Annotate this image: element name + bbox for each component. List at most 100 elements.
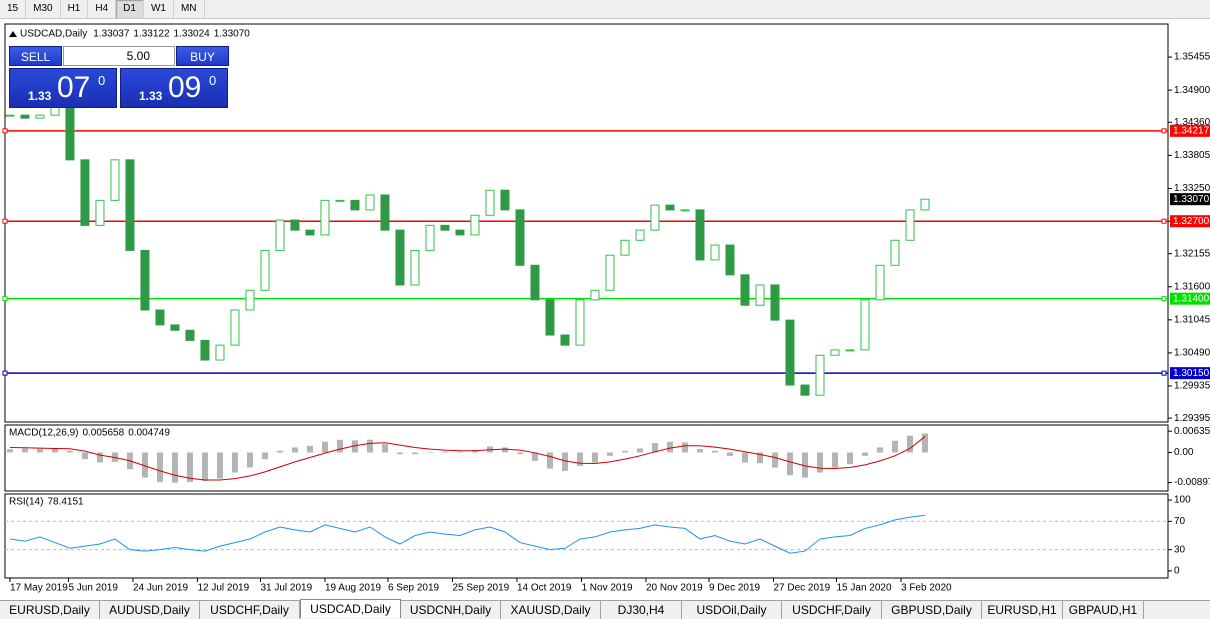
sell-price[interactable]: 1.33 07 0 <box>9 68 117 108</box>
x-tick-label: 31 Jul 2019 <box>260 583 312 594</box>
macd-bar <box>786 452 793 476</box>
macd-bar <box>831 452 838 468</box>
indicator-value: 78.4151 <box>47 497 84 508</box>
ohlc-value: 1.33122 <box>133 29 170 40</box>
macd-bar <box>171 452 178 483</box>
indicator-name: MACD(12,26,9) <box>9 428 78 439</box>
x-tick-label: 9 Dec 2019 <box>709 583 761 594</box>
indicator-value: 0.004749 <box>128 428 170 439</box>
candle <box>170 324 180 331</box>
pips: 09 <box>168 71 202 104</box>
symbol-title: USDCAD,Daily <box>20 29 87 40</box>
candle <box>305 229 315 236</box>
y-tick-label: 1.34360 <box>1174 117 1210 128</box>
macd-bar <box>516 452 523 455</box>
candle <box>380 194 390 231</box>
macd-bar <box>546 452 553 469</box>
big-figure: 1.33 <box>28 89 52 103</box>
macd-bar <box>726 452 733 456</box>
chart-tab[interactable]: EURUSD,H1 <box>982 601 1063 619</box>
x-tick-label: 6 Sep 2019 <box>388 583 440 594</box>
x-tick-label: 14 Oct 2019 <box>517 583 572 594</box>
macd-bar <box>426 451 433 453</box>
timeframe-button[interactable]: 15 <box>0 0 27 18</box>
macd-bar <box>231 452 238 473</box>
x-tick-label: 5 Jun 2019 <box>68 583 118 594</box>
y-tick-label: 0 <box>1174 566 1180 577</box>
chart-tab[interactable]: GBPUSD,Daily <box>882 601 982 619</box>
timeframe-button[interactable]: H4 <box>88 0 117 18</box>
y-tick-label: 1.30490 <box>1174 348 1210 359</box>
candle <box>650 204 660 231</box>
ohlc-value: 1.33024 <box>174 29 211 40</box>
candle <box>5 114 15 117</box>
y-tick-label: 1.29935 <box>1174 381 1210 392</box>
y-tick-label: 1.31045 <box>1174 314 1210 325</box>
candle <box>335 199 345 202</box>
chart-tab[interactable]: DJ30,H4 <box>601 601 682 619</box>
chart-tab[interactable]: USDCNH,Daily <box>401 601 501 619</box>
y-tick-label: 0.006355 <box>1174 426 1210 437</box>
macd-bar <box>816 452 823 473</box>
chart-tab[interactable]: USDCHF,Daily <box>782 601 882 619</box>
candle <box>500 189 510 211</box>
timeframe-button[interactable]: M30 <box>26 0 61 18</box>
macd-bar <box>576 452 583 466</box>
level-label: 1.32700 <box>1173 216 1210 227</box>
macd-bar <box>306 445 313 453</box>
chart-tab[interactable]: XAUUSD,Daily <box>501 601 601 619</box>
candle <box>665 204 675 211</box>
level-handle <box>1161 296 1167 302</box>
macd-bar <box>81 452 88 460</box>
chart-tab[interactable]: USDOil,Daily <box>682 601 782 619</box>
timeframe-button[interactable]: MN <box>174 0 205 18</box>
macd-bar <box>711 450 718 453</box>
x-tick-label: 20 Nov 2019 <box>646 583 703 594</box>
last-price-box <box>1170 193 1210 206</box>
buy-button[interactable]: BUY <box>176 46 229 66</box>
timeframe-button[interactable]: W1 <box>144 0 174 18</box>
timeframe-button[interactable]: D1 <box>116 0 144 18</box>
y-tick-label: 1.29395 <box>1174 413 1210 424</box>
x-tick-label: 3 Feb 2020 <box>901 583 952 594</box>
buy-price[interactable]: 1.33 09 0 <box>120 68 228 108</box>
candle <box>320 199 330 236</box>
candle <box>350 199 360 211</box>
macd-bar <box>336 439 343 453</box>
lot-input[interactable]: 5.00 <box>63 46 175 66</box>
sell-button[interactable]: SELL <box>9 46 62 66</box>
chart-tab[interactable]: USDCAD,Daily <box>300 599 401 618</box>
candle <box>200 339 210 361</box>
macd-bar <box>411 452 418 455</box>
candle <box>140 249 150 311</box>
macd-bar <box>96 452 103 463</box>
chart-tab[interactable]: AUDUSD,Daily <box>100 601 200 619</box>
rsi-line <box>9 514 926 554</box>
level-handle <box>2 218 8 224</box>
timeframe-toolbar: 15 M30 H1 H4 D1 W1 MN <box>0 0 1210 19</box>
level-label-box <box>1170 292 1210 305</box>
macd-bar <box>246 452 253 468</box>
macd-bar <box>921 433 928 453</box>
level-handle <box>2 128 8 134</box>
macd-bar <box>321 441 328 453</box>
macd-bar <box>891 440 898 453</box>
macd-bar <box>366 439 373 453</box>
macd-bar <box>456 451 463 453</box>
chart-tab[interactable]: EURUSD,Daily <box>0 601 100 619</box>
chart-tab[interactable]: GBPAUD,H1 <box>1063 601 1144 619</box>
candle <box>635 229 645 241</box>
macd-bar <box>36 448 43 453</box>
big-figure: 1.33 <box>139 89 163 103</box>
candle <box>35 114 45 119</box>
candle <box>905 209 915 241</box>
timeframe-button[interactable]: H1 <box>61 0 89 18</box>
chart-tab[interactable]: USDCHF,Daily <box>200 601 300 619</box>
indicator-name: RSI(14) <box>9 497 43 508</box>
macd-bar <box>861 452 868 456</box>
candle <box>605 254 615 291</box>
x-tick-label: 27 Dec 2019 <box>773 583 830 594</box>
macd-bar <box>636 448 643 453</box>
macd-bar <box>201 452 208 481</box>
